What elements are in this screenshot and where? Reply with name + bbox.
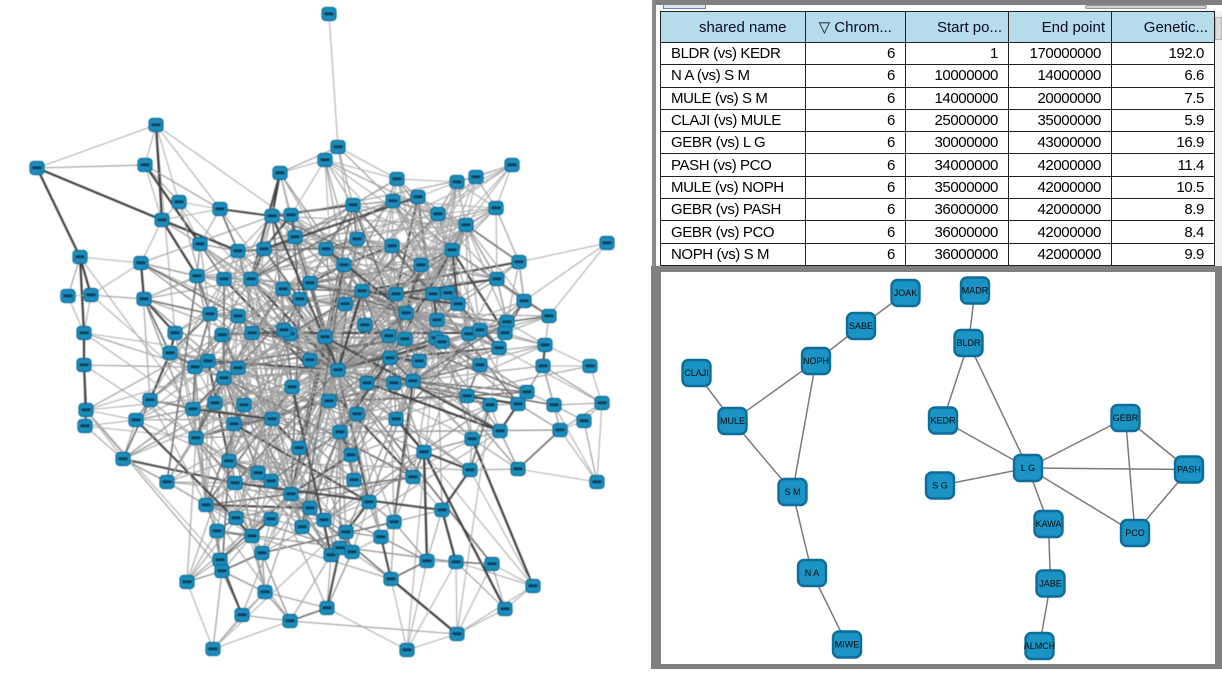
svg-text:KEDR: KEDR (930, 416, 956, 426)
svg-text:GEBR: GEBR (1113, 413, 1139, 423)
svg-text:MADR: MADR (962, 286, 989, 296)
svg-text:BLDR: BLDR (956, 338, 981, 348)
svg-text:CLAJI: CLAJI (684, 368, 709, 378)
svg-text:L G: L G (1021, 463, 1035, 473)
svg-text:PCO: PCO (1125, 528, 1145, 538)
svg-text:PASH: PASH (1177, 465, 1201, 475)
svg-text:JABE: JABE (1039, 579, 1062, 589)
svg-text:MIWE: MIWE (835, 640, 860, 650)
svg-text:S G: S G (932, 481, 948, 491)
svg-text:JOAK: JOAK (894, 288, 918, 298)
svg-text:SABE: SABE (849, 321, 873, 331)
svg-text:ALMCH: ALMCH (1024, 641, 1056, 651)
svg-text:KAWA: KAWA (1036, 519, 1062, 529)
svg-text:N A: N A (805, 568, 820, 578)
svg-text:MULE: MULE (720, 416, 745, 426)
svg-text:S M: S M (784, 487, 800, 497)
svg-text:NOPH: NOPH (803, 356, 829, 366)
